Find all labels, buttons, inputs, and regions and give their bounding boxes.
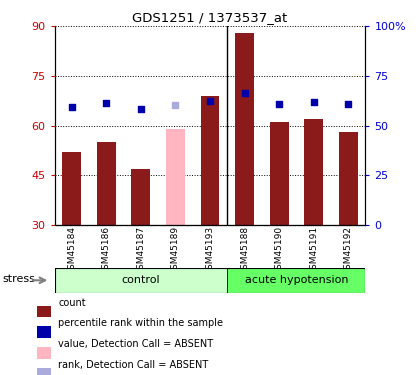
Title: GDS1251 / 1373537_at: GDS1251 / 1373537_at	[132, 11, 288, 24]
Text: GSM45193: GSM45193	[205, 226, 215, 275]
Bar	[131, 169, 150, 225]
Bar	[63, 152, 81, 225]
Text: GSM45191: GSM45191	[309, 226, 318, 275]
Point	[207, 98, 213, 104]
Point	[276, 101, 282, 107]
Bar	[37, 326, 51, 338]
Bar	[270, 122, 289, 225]
Text: GSM45186: GSM45186	[102, 226, 111, 275]
Point	[241, 90, 248, 96]
Text: count: count	[58, 298, 86, 308]
Bar	[339, 132, 357, 225]
Bar	[200, 96, 220, 225]
Point	[103, 100, 110, 106]
Bar	[304, 119, 323, 225]
Text: value, Detection Call = ABSENT: value, Detection Call = ABSENT	[58, 339, 213, 349]
Text: acute hypotension: acute hypotension	[244, 275, 348, 285]
Text: stress: stress	[3, 274, 36, 284]
Bar	[97, 142, 116, 225]
Point	[68, 104, 75, 110]
Point	[138, 106, 144, 112]
Bar	[235, 33, 254, 225]
Text: percentile rank within the sample: percentile rank within the sample	[58, 318, 223, 328]
Text: GSM45192: GSM45192	[344, 226, 353, 275]
Text: GSM45189: GSM45189	[171, 226, 180, 275]
Bar	[37, 306, 51, 317]
Bar	[37, 368, 51, 375]
Bar	[55, 268, 227, 292]
Text: GSM45190: GSM45190	[275, 226, 284, 275]
Text: GSM45188: GSM45188	[240, 226, 249, 275]
Bar	[37, 347, 51, 358]
Point	[345, 101, 352, 107]
Bar	[166, 129, 185, 225]
Point	[310, 99, 317, 105]
Point	[172, 102, 179, 108]
Text: rank, Detection Call = ABSENT: rank, Detection Call = ABSENT	[58, 360, 208, 370]
Text: control: control	[122, 275, 160, 285]
Bar	[227, 268, 365, 292]
Text: GSM45187: GSM45187	[136, 226, 145, 275]
Text: GSM45184: GSM45184	[67, 226, 76, 275]
